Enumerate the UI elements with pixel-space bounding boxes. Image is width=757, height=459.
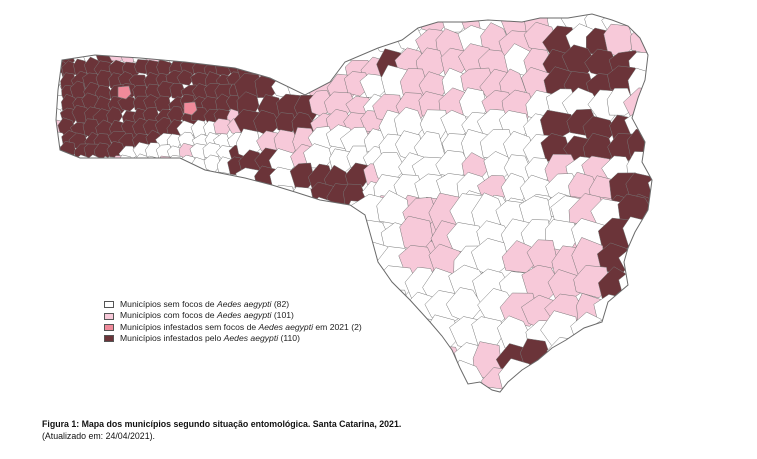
caption-title: Figura 1: Mapa dos municípios segundo si…: [42, 419, 402, 429]
legend-swatch-infestados-sem-focos: [104, 323, 114, 331]
municipality-com-focos: [213, 118, 231, 135]
legend-label-sem-focos: Municípios sem focos de Aedes aegypti (8…: [120, 299, 290, 309]
caption-updated-date: (Atualizado em: 24/04/2021).: [42, 431, 155, 441]
figure-caption: Figura 1: Mapa dos municípios segundo si…: [42, 418, 401, 442]
legend-item-sem-focos: Municípios sem focos de Aedes aegypti (8…: [104, 299, 362, 310]
legend-label-com-focos: Municípios com focos de Aedes aegypti (1…: [120, 310, 294, 321]
map-legend: Municípios sem focos de Aedes aegypti (8…: [104, 299, 362, 345]
municipality-com-focos: [344, 71, 370, 97]
legend-item-com-focos: Municípios com focos de Aedes aegypti (1…: [104, 310, 362, 321]
legend-swatch-infestados: [104, 335, 114, 343]
legend-item-infestados: Municípios infestados pelo Aedes aegypti…: [104, 333, 362, 344]
municipality-infestados-sem-focos: [183, 101, 198, 116]
legend-swatch-com-focos: [104, 312, 114, 320]
legend-label-infestados: Municípios infestados pelo Aedes aegypti…: [120, 333, 300, 344]
legend-swatch-sem-focos: [104, 301, 114, 309]
municipality-infestados-sem-focos: [117, 85, 132, 100]
municipality-sem-focos: [647, 171, 652, 207]
legend-label-infestados-sem-focos: Municípios infestados sem focos de Aedes…: [120, 321, 362, 332]
legend-item-infestados-sem-focos: Municípios infestados sem focos de Aedes…: [104, 322, 362, 333]
